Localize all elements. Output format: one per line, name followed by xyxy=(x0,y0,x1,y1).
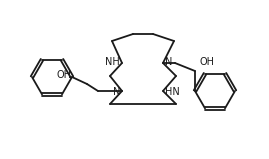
Text: N: N xyxy=(113,87,120,97)
Text: HN: HN xyxy=(165,87,180,97)
Text: OH: OH xyxy=(200,57,214,67)
Text: OH: OH xyxy=(56,70,72,80)
Text: NH: NH xyxy=(105,57,120,67)
Text: N: N xyxy=(165,57,172,67)
